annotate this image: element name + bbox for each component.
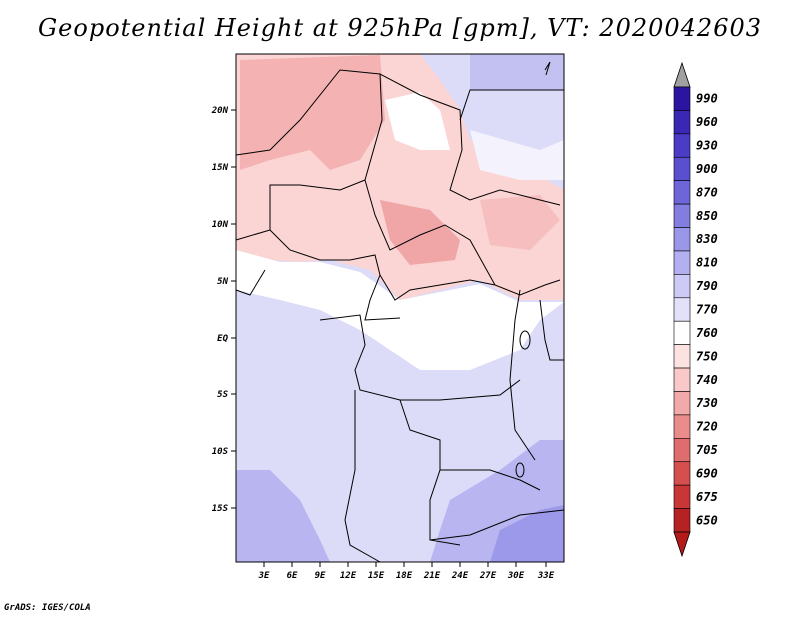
colorbar-label: 850 — [696, 209, 718, 223]
colorbar-swatch — [673, 110, 691, 135]
colorbar-label: 705 — [696, 443, 718, 457]
colorbar-swatch — [673, 367, 691, 392]
colorbar-label: 930 — [696, 139, 718, 153]
lat-axis: 20N 15N 10N 5N EQ 5S 10S 15S — [211, 106, 236, 514]
colorbar-swatch — [673, 227, 691, 252]
colorbar-bottom-arrow — [673, 531, 691, 558]
colorbar-label: 750 — [696, 349, 718, 363]
lat-label: 15S — [212, 504, 229, 514]
colorbar-label: 810 — [696, 256, 718, 270]
colorbar-label: 760 — [696, 326, 718, 340]
map-plot-area — [236, 54, 564, 562]
lon-axis: 3E 6E 9E 12E 15E 18E 21E 24E 27E 30E 33E — [258, 562, 555, 581]
pink-core — [240, 55, 385, 170]
lat-label: 20N — [211, 106, 229, 116]
lon-label: 9E — [315, 571, 326, 581]
colorbar-label: 990 — [696, 92, 718, 106]
lat-label: 5S — [217, 390, 228, 400]
lon-label: 27E — [479, 571, 497, 581]
lon-label: 21E — [423, 571, 441, 581]
lakes — [515, 61, 551, 478]
lon-label: 6E — [287, 571, 298, 581]
colorbar-swatch — [673, 250, 691, 275]
lon-label: 18E — [396, 571, 413, 581]
white-belt — [236, 250, 564, 370]
colorbar-swatch — [673, 484, 691, 509]
map-figure: 20N 15N 10N 5N EQ 5S 10S 15S 3E 6E 9E 12… — [211, 53, 718, 581]
lat-label: EQ — [217, 334, 228, 344]
colorbar-label: 675 — [696, 490, 718, 504]
purple-se-deep — [490, 505, 564, 562]
lat-label: 10S — [212, 447, 229, 457]
footer-credit: GrADS: IGES/COLA — [4, 603, 91, 613]
colorbar-swatch — [673, 133, 691, 158]
colorbar-top-arrow — [673, 61, 691, 88]
colorbar-swatch — [673, 391, 691, 416]
colorbar-swatch — [673, 274, 691, 299]
lat-label: 15N — [212, 163, 229, 173]
colorbar-swatch — [673, 180, 691, 205]
lat-label: 5N — [217, 277, 228, 287]
colorbar-label: 900 — [696, 162, 718, 176]
colorbar-label: 790 — [696, 279, 718, 293]
colorbar-swatch — [673, 86, 691, 111]
colorbar: 990 960 930 900 870 850 830 810 790 770 760 750 740 7… — [673, 61, 718, 558]
chart-title: Geopotential Height at 925hPa [gpm], VT:… — [38, 14, 762, 42]
lon-label: 30E — [507, 571, 525, 581]
colorbar-swatch — [673, 344, 691, 369]
colorbar-swatch — [673, 461, 691, 486]
colorbar-label: 770 — [696, 303, 718, 317]
lon-label: 3E — [258, 571, 270, 581]
white-ne — [470, 130, 564, 180]
lat-label: 10N — [212, 220, 229, 230]
colorbar-label: 650 — [696, 513, 718, 527]
colorbar-label: 720 — [696, 420, 718, 434]
colorbar-label: 740 — [696, 373, 718, 387]
lon-label: 12E — [340, 571, 357, 581]
colorbar-label: 730 — [696, 396, 718, 410]
country-borders — [235, 69, 565, 563]
colorbar-label: 690 — [696, 466, 718, 480]
colorbar-swatch — [673, 320, 691, 345]
colorbar-label: 830 — [696, 232, 718, 246]
purple-ne — [470, 54, 564, 90]
pink-core-3 — [480, 195, 560, 250]
colorbar-swatch — [673, 297, 691, 322]
colorbar-swatch — [673, 414, 691, 439]
lon-label: 24E — [451, 571, 469, 581]
colorbar-swatch — [673, 438, 691, 463]
colorbar-label: 960 — [696, 115, 718, 129]
map-frame — [235, 53, 565, 563]
colorbar-swatch — [673, 156, 691, 181]
white-north — [385, 92, 450, 150]
pink-core-2 — [380, 200, 460, 265]
lon-label: 15E — [368, 571, 385, 581]
lon-label: 33E — [537, 571, 555, 581]
colorbar-label: 870 — [696, 185, 718, 199]
colorbar-swatch — [673, 203, 691, 228]
colorbar-swatch — [673, 508, 691, 533]
purple-sw — [236, 470, 330, 562]
